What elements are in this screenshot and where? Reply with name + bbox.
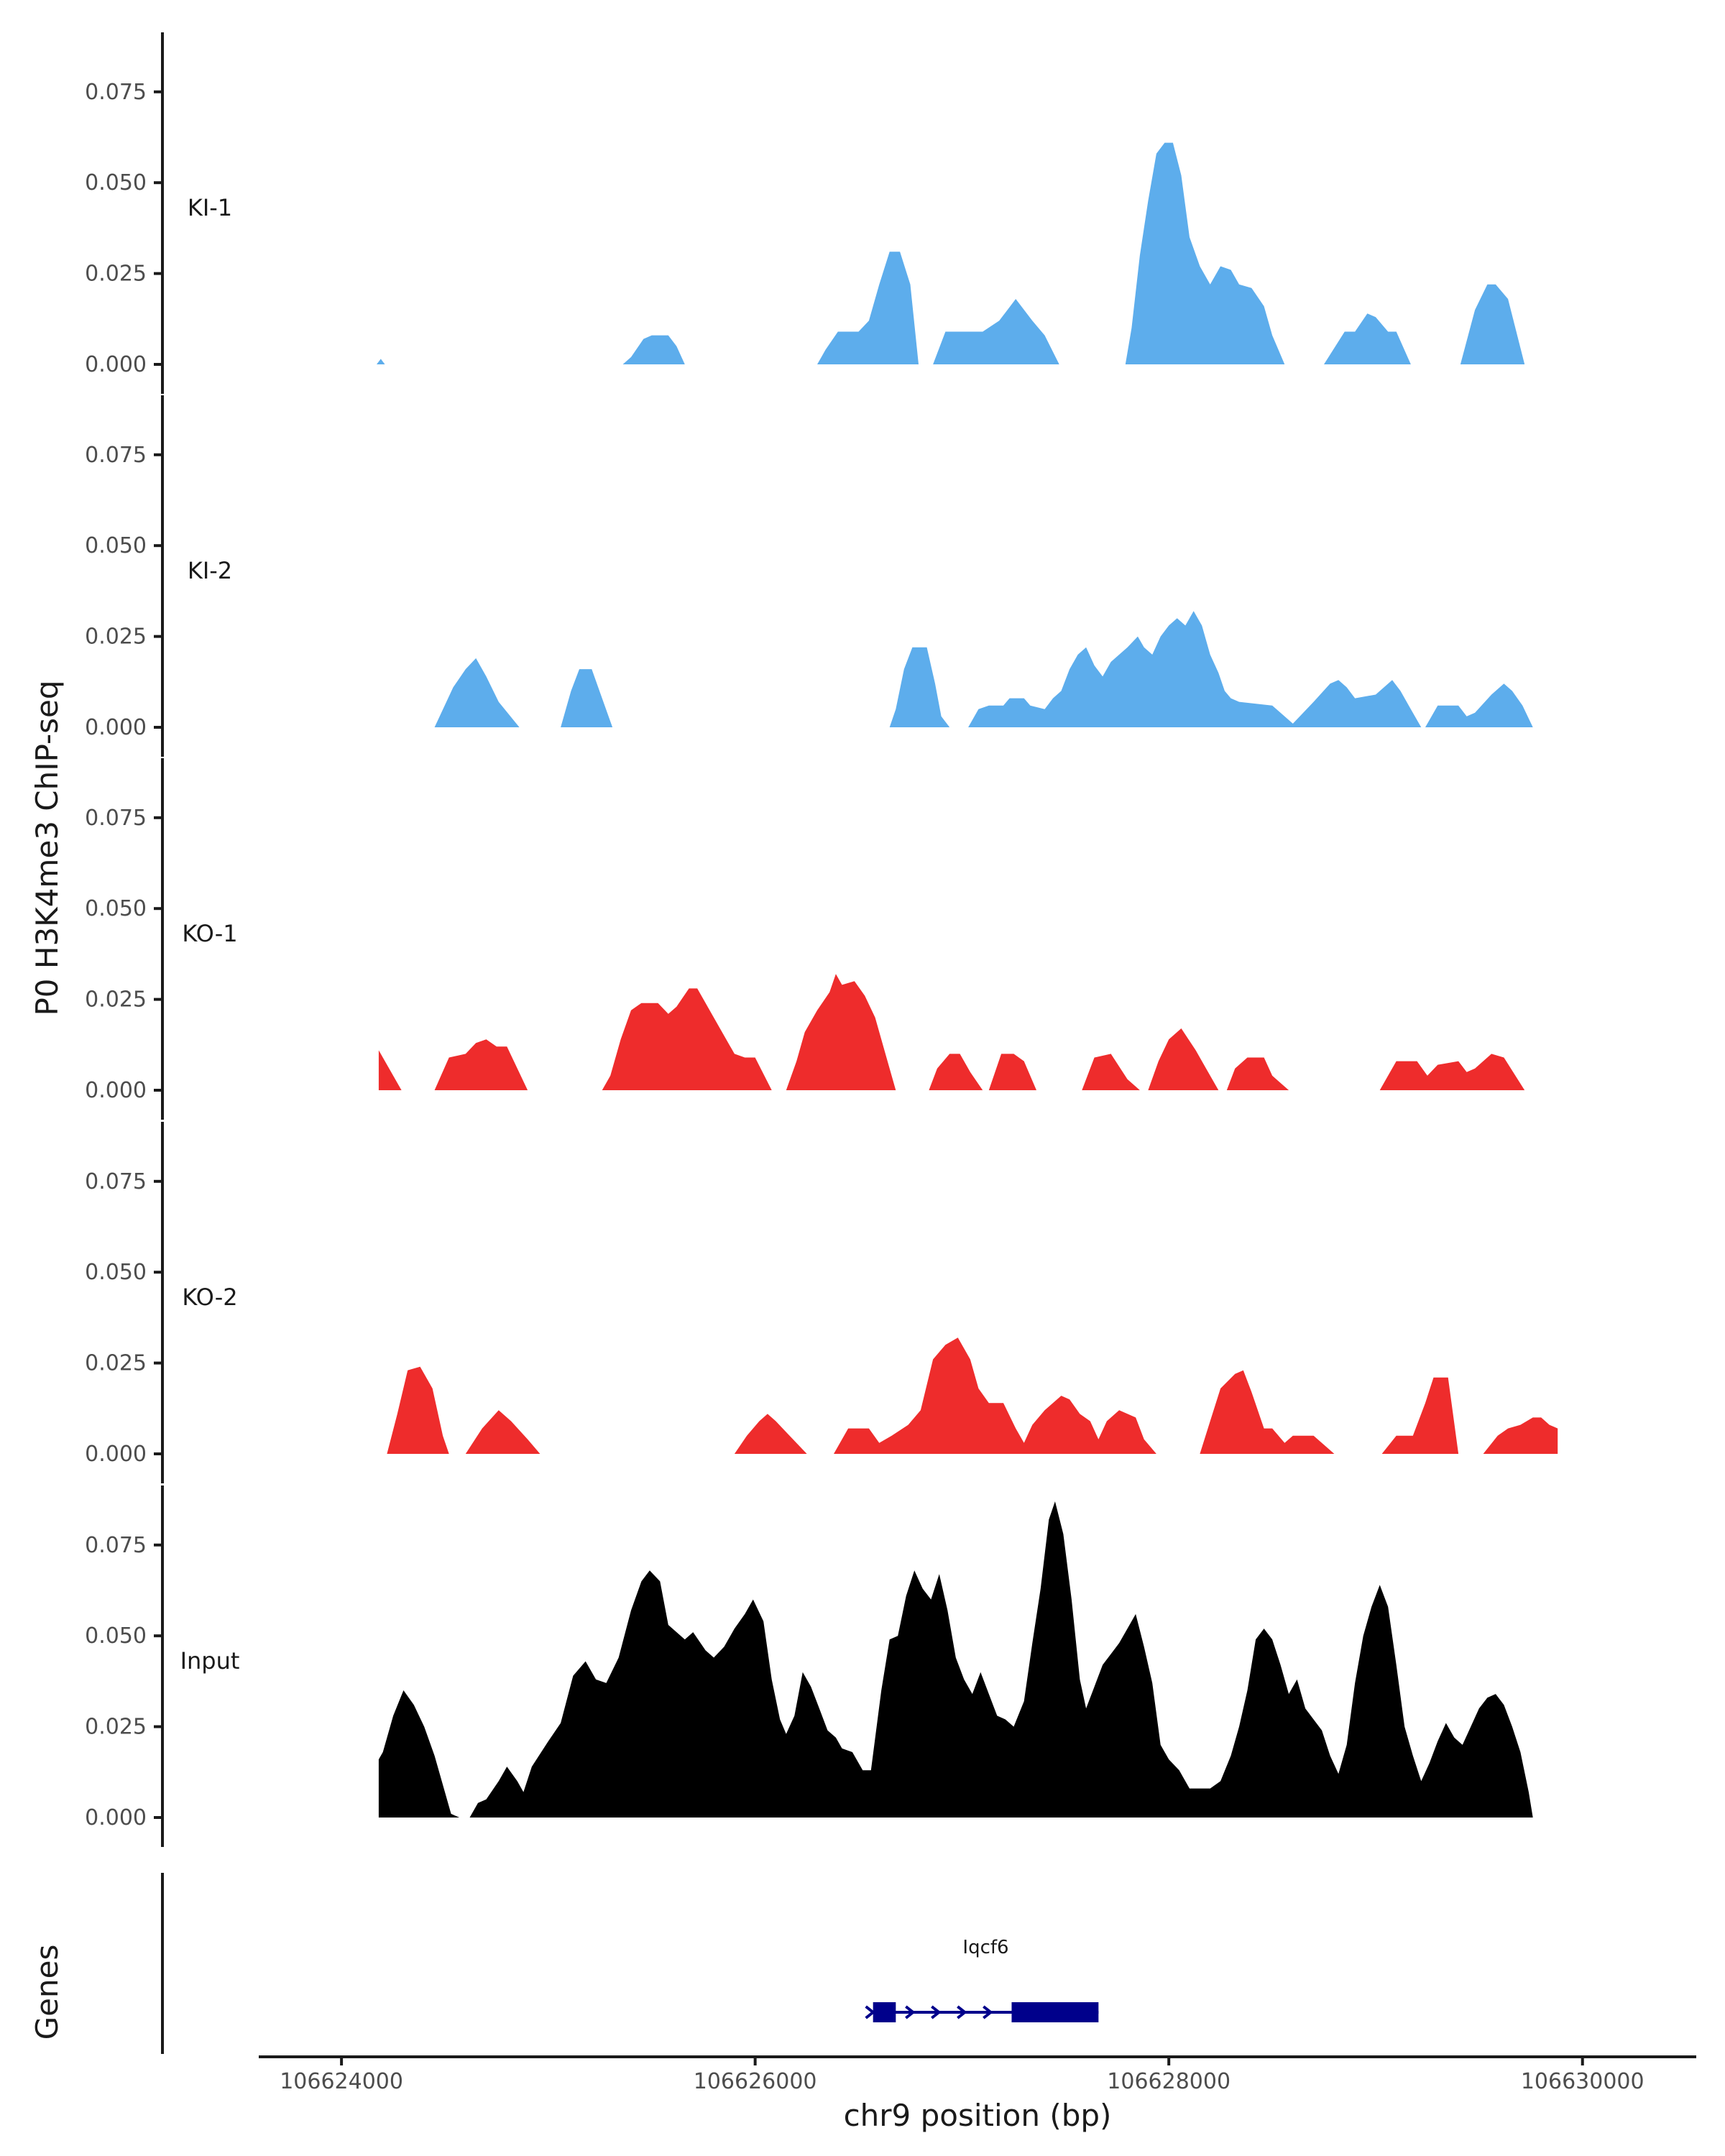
track-label: KO-1 — [182, 920, 237, 947]
signal-area — [1082, 1054, 1140, 1090]
y-tick-label: 0.000 — [85, 1078, 147, 1103]
signal-area — [968, 611, 1422, 727]
signal-area — [378, 1690, 460, 1818]
strand-arrow — [983, 2005, 993, 2019]
signal-area — [988, 1054, 1036, 1090]
signal-area — [434, 658, 520, 727]
y-tick-label: 0.075 — [85, 80, 147, 105]
y-tick-label: 0.000 — [85, 1805, 147, 1830]
signal-area — [1200, 1370, 1335, 1454]
y-tick-label: 0.050 — [85, 1623, 147, 1649]
gene-panel: Iqcf6 — [161, 1873, 1099, 2054]
gene-exon — [1011, 2002, 1099, 2022]
y-tick-label: 0.050 — [85, 1260, 147, 1285]
track-input: 0.000 0.025 0.050 0.075 Input — [85, 1485, 1533, 1847]
y-axis-title: P0 H3K4me3 ChIP-seq — [29, 680, 65, 1015]
x-tick-label: 106628000 — [1107, 2069, 1230, 2094]
strand-arrow — [865, 2005, 875, 2019]
signal-area — [465, 1410, 540, 1454]
gene-exon — [873, 2002, 896, 2022]
signal-area — [1226, 1057, 1289, 1090]
signal-area — [622, 335, 685, 364]
y-tick-label: 0.025 — [85, 1351, 147, 1376]
y-tick-label: 0.050 — [85, 533, 147, 558]
signal-area — [1381, 1377, 1459, 1454]
signal-area — [469, 1501, 1533, 1818]
y-tick-label: 0.050 — [85, 896, 147, 921]
track-label: Input — [180, 1647, 240, 1674]
signal-area — [1460, 284, 1525, 364]
signal-area — [929, 1054, 983, 1090]
track-ko-2: 0.000 0.025 0.050 0.075 KO-2 — [85, 1122, 1558, 1483]
strand-arrow — [931, 2005, 942, 2019]
signal-area — [561, 669, 613, 727]
signal-area — [933, 299, 1059, 364]
x-tick-label: 106630000 — [1521, 2069, 1644, 2094]
signal-area — [734, 1414, 807, 1454]
gene-name-label: Iqcf6 — [962, 1937, 1008, 1958]
y-tick-label: 0.075 — [85, 1169, 147, 1194]
signal-area — [1425, 683, 1533, 727]
signal-area — [1125, 142, 1285, 364]
signal-area — [602, 988, 772, 1090]
y-tick-label: 0.075 — [85, 1533, 147, 1558]
x-tick-label: 106624000 — [280, 2069, 403, 2094]
track-ki-2: 0.000 0.025 0.050 0.075 KI-2 — [85, 395, 1533, 757]
y-tick-label: 0.025 — [85, 262, 147, 287]
signal-area — [889, 647, 950, 727]
signal-area — [1324, 313, 1411, 364]
signal-area — [434, 1039, 528, 1090]
signal-area — [377, 359, 385, 364]
track-label: KI-2 — [188, 557, 232, 584]
y-tick-label: 0.000 — [85, 352, 147, 377]
y-tick-label: 0.025 — [85, 625, 147, 650]
y-tick-label: 0.050 — [85, 170, 147, 195]
y-tick-label: 0.000 — [85, 715, 147, 740]
x-axis: 106624000 106626000 106628000 106630000 — [259, 2055, 1696, 2094]
x-axis-title: chr9 position (bp) — [844, 2098, 1112, 2133]
strand-arrow — [957, 2005, 967, 2019]
track-ko-1: 0.000 0.025 0.050 0.075 KO-1 — [85, 758, 1525, 1120]
y-tick-label: 0.025 — [85, 987, 147, 1013]
track-label: KO-2 — [182, 1284, 237, 1311]
signal-area — [1148, 1028, 1219, 1090]
genes-panel-title: Genes — [29, 1945, 65, 2040]
tracks-group: 0.0000.0250.0500.075KI-10.0000.0250.0500… — [85, 32, 1558, 1847]
signal-area — [834, 1337, 1156, 1454]
signal-area — [786, 974, 896, 1090]
y-tick-label: 0.025 — [85, 1715, 147, 1740]
track-ki-1: 0.000 0.025 0.050 0.075 KI-1 — [85, 32, 1525, 394]
signal-area — [1483, 1417, 1558, 1454]
signal-area — [1379, 1054, 1525, 1090]
signal-area — [387, 1366, 449, 1454]
y-tick-label: 0.000 — [85, 1442, 147, 1467]
x-tick-label: 106626000 — [694, 2069, 817, 2094]
signal-area — [817, 252, 919, 364]
strand-arrow — [905, 2005, 916, 2019]
y-tick-label: 0.075 — [85, 806, 147, 831]
signal-area — [378, 1050, 402, 1090]
y-tick-label: 0.075 — [85, 443, 147, 468]
track-label: KI-1 — [188, 194, 232, 221]
